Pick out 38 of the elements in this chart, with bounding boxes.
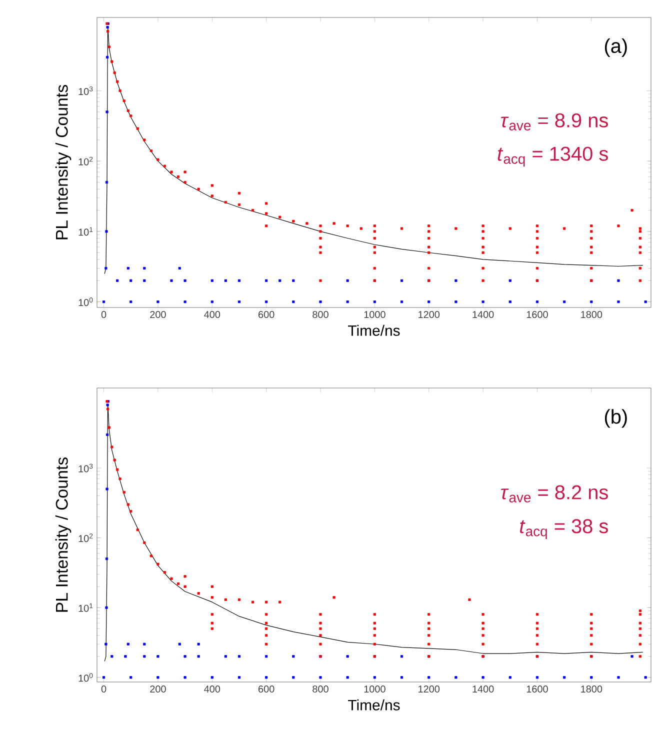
x-tick-label: 400 <box>204 311 220 318</box>
x-tick-label: 1600 <box>526 311 548 318</box>
x-tick-label: 1400 <box>472 311 494 318</box>
y-tick-label: 10$^{3}$ <box>78 464 93 472</box>
x-tick-label: 1000 <box>364 311 386 318</box>
annotation: τ$_{ave}$ = 8.9 ns <box>500 113 608 130</box>
x-axis-title: Time/ns <box>348 699 400 710</box>
y-tick-label: 10$^{2}$ <box>78 156 93 166</box>
y-tick-label: 10$^{1}$ <box>78 603 93 612</box>
y-axis-title: PL Intensity / Counts <box>55 84 72 240</box>
annotation: τ$_{ave}$ = 8.2 ns <box>500 485 608 502</box>
x-tick-label: 800 <box>312 686 328 693</box>
x-tick-label: 800 <box>312 311 328 318</box>
x-axis-title: Time/ns <box>348 324 400 336</box>
y-tick-label: 10$^{0}$ <box>78 298 93 306</box>
x-tick-label: 0 <box>101 686 106 693</box>
x-tick-label: 1400 <box>472 686 494 693</box>
y-tick-label: 10$^{2}$ <box>78 534 93 542</box>
y-axis-title: PL Intensity / Counts <box>55 457 72 612</box>
x-tick-label: 600 <box>258 686 274 693</box>
y-tick-label: 10$^{1}$ <box>78 227 93 236</box>
x-tick-label: 1200 <box>418 686 440 693</box>
x-tick-label: 1000 <box>364 686 386 693</box>
y-tick-label: 10$^{0}$ <box>78 673 93 682</box>
annotation: (a) <box>604 38 627 57</box>
x-tick-label: 1800 <box>581 311 602 318</box>
x-tick-label: 1600 <box>526 686 548 693</box>
x-tick-label: 400 <box>204 686 220 693</box>
x-tick-label: 1800 <box>581 686 602 693</box>
x-tick-label: 200 <box>150 311 166 318</box>
x-tick-label: 200 <box>150 686 166 693</box>
x-tick-label: 600 <box>258 311 274 318</box>
x-tick-label: 1200 <box>418 311 440 318</box>
y-tick-label: 10$^{3}$ <box>78 86 93 96</box>
annotation: t$_{acq}$ = 38 s <box>520 519 608 540</box>
annotation: t$_{acq}$ = 1340 s <box>498 146 608 167</box>
x-tick-label: 0 <box>101 311 106 318</box>
annotation: (b) <box>604 409 627 428</box>
